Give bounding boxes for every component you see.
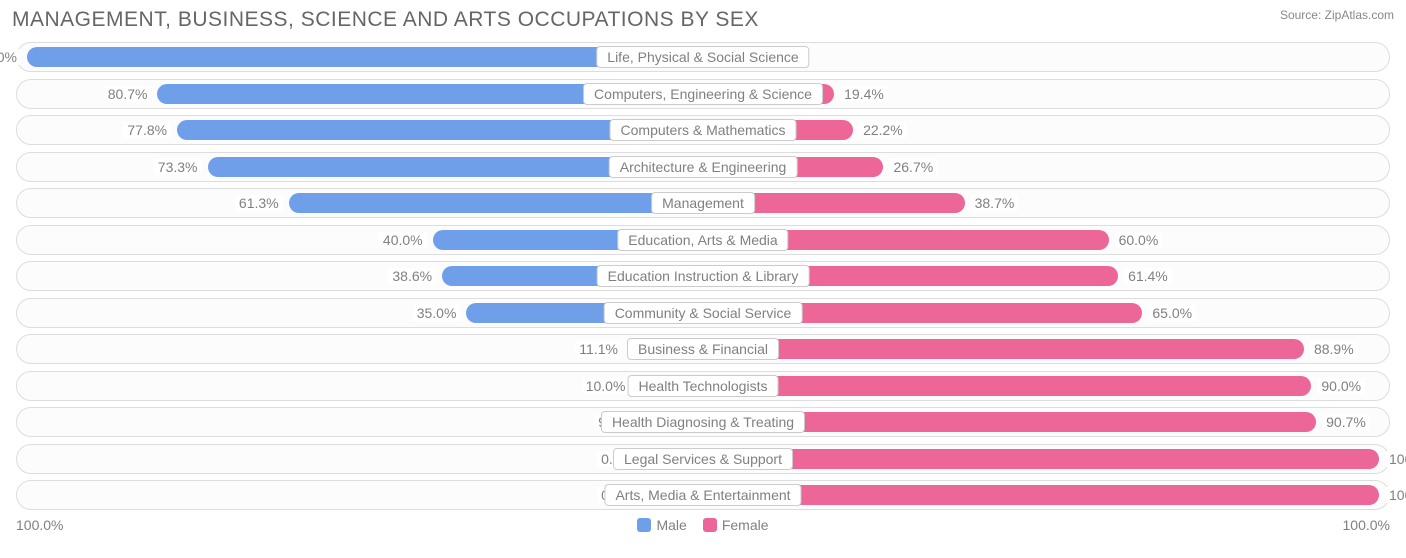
chart-row: 73.3% 26.7% Architecture & Engineering <box>16 152 1390 182</box>
legend-male: Male <box>637 517 686 533</box>
axis-left-label: 100.0% <box>16 517 63 533</box>
category-label: Education, Arts & Media <box>617 229 788 251</box>
category-label: Community & Social Service <box>604 302 803 324</box>
male-value-label: 38.6% <box>388 268 436 284</box>
chart-row: 80.7% 19.4% Computers, Engineering & Scien… <box>16 79 1390 109</box>
chart-row: 10.0% 90.0% Health Technologists <box>16 371 1390 401</box>
male-value-label: 73.3% <box>154 159 202 175</box>
category-label: Legal Services & Support <box>613 448 793 470</box>
female-value-label: 90.7% <box>1322 414 1370 430</box>
male-value-label: 77.8% <box>123 122 171 138</box>
category-label: Health Technologists <box>628 375 779 397</box>
legend: Male Female <box>637 517 768 533</box>
category-label: Life, Physical & Social Science <box>596 46 809 68</box>
male-value-label: 40.0% <box>379 232 427 248</box>
female-bar <box>703 339 1304 359</box>
chart-row: 100.0%0.0%Life, Physical & Social Scienc… <box>16 42 1390 72</box>
axis-right-label: 100.0% <box>1343 517 1390 533</box>
male-value-label: 100.0% <box>0 49 21 65</box>
axis: 100.0% Male Female 100.0% <box>12 517 1394 533</box>
female-value-label: 88.9% <box>1310 341 1358 357</box>
male-value-label: 80.7% <box>104 86 152 102</box>
female-bar <box>703 376 1311 396</box>
category-label: Computers & Mathematics <box>610 119 797 141</box>
chart-row: 61.3% 38.7% Management <box>16 188 1390 218</box>
female-swatch <box>703 518 717 532</box>
chart-row: 0.0%100.0%Arts, Media & Entertainment <box>16 480 1390 510</box>
header: MANAGEMENT, BUSINESS, SCIENCE AND ARTS O… <box>12 8 1394 32</box>
male-value-label: 35.0% <box>413 305 461 321</box>
chart-row: 77.8% 22.2% Computers & Mathematics <box>16 115 1390 145</box>
chart-row: 38.6% 61.4% Education Instruction & Librar… <box>16 261 1390 291</box>
category-label: Computers, Engineering & Science <box>583 83 823 105</box>
female-value-label: 61.4% <box>1124 268 1172 284</box>
legend-female: Female <box>703 517 769 533</box>
male-value-label: 10.0% <box>582 378 630 394</box>
female-value-label: 100.0% <box>1385 487 1406 503</box>
legend-female-label: Female <box>722 517 769 533</box>
chart-row: 0.0%100.0%Legal Services & Support <box>16 444 1390 474</box>
category-label: Business & Financial <box>627 338 779 360</box>
chart-row: 40.0% 60.0% Education, Arts & Media <box>16 225 1390 255</box>
female-value-label: 26.7% <box>889 159 937 175</box>
category-label: Architecture & Engineering <box>609 156 798 178</box>
female-value-label: 22.2% <box>859 122 907 138</box>
chart-row: 11.1% 88.9% Business & Financial <box>16 334 1390 364</box>
female-value-label: 19.4% <box>840 86 888 102</box>
chart-area: 100.0%0.0%Life, Physical & Social Scienc… <box>12 42 1394 510</box>
source-label: Source: ZipAtlas.com <box>1280 8 1394 22</box>
male-swatch <box>637 518 651 532</box>
female-value-label: 90.0% <box>1317 378 1365 394</box>
legend-male-label: Male <box>656 517 686 533</box>
female-value-label: 60.0% <box>1115 232 1163 248</box>
male-value-label: 11.1% <box>575 341 622 357</box>
category-label: Management <box>651 192 755 214</box>
female-value-label: 38.7% <box>971 195 1019 211</box>
category-label: Health Diagnosing & Treating <box>601 411 805 433</box>
female-bar <box>703 485 1379 505</box>
category-label: Education Instruction & Library <box>597 265 810 287</box>
male-bar <box>289 193 703 213</box>
male-value-label: 61.3% <box>235 195 283 211</box>
female-value-label: 100.0% <box>1385 451 1406 467</box>
chart-row: 9.3%90.7%Health Diagnosing & Treating <box>16 407 1390 437</box>
chart-row: 35.0% 65.0% Community & Social Service <box>16 298 1390 328</box>
chart-title: MANAGEMENT, BUSINESS, SCIENCE AND ARTS O… <box>12 8 759 32</box>
female-bar <box>703 449 1379 469</box>
category-label: Arts, Media & Entertainment <box>604 484 801 506</box>
female-value-label: 65.0% <box>1148 305 1196 321</box>
